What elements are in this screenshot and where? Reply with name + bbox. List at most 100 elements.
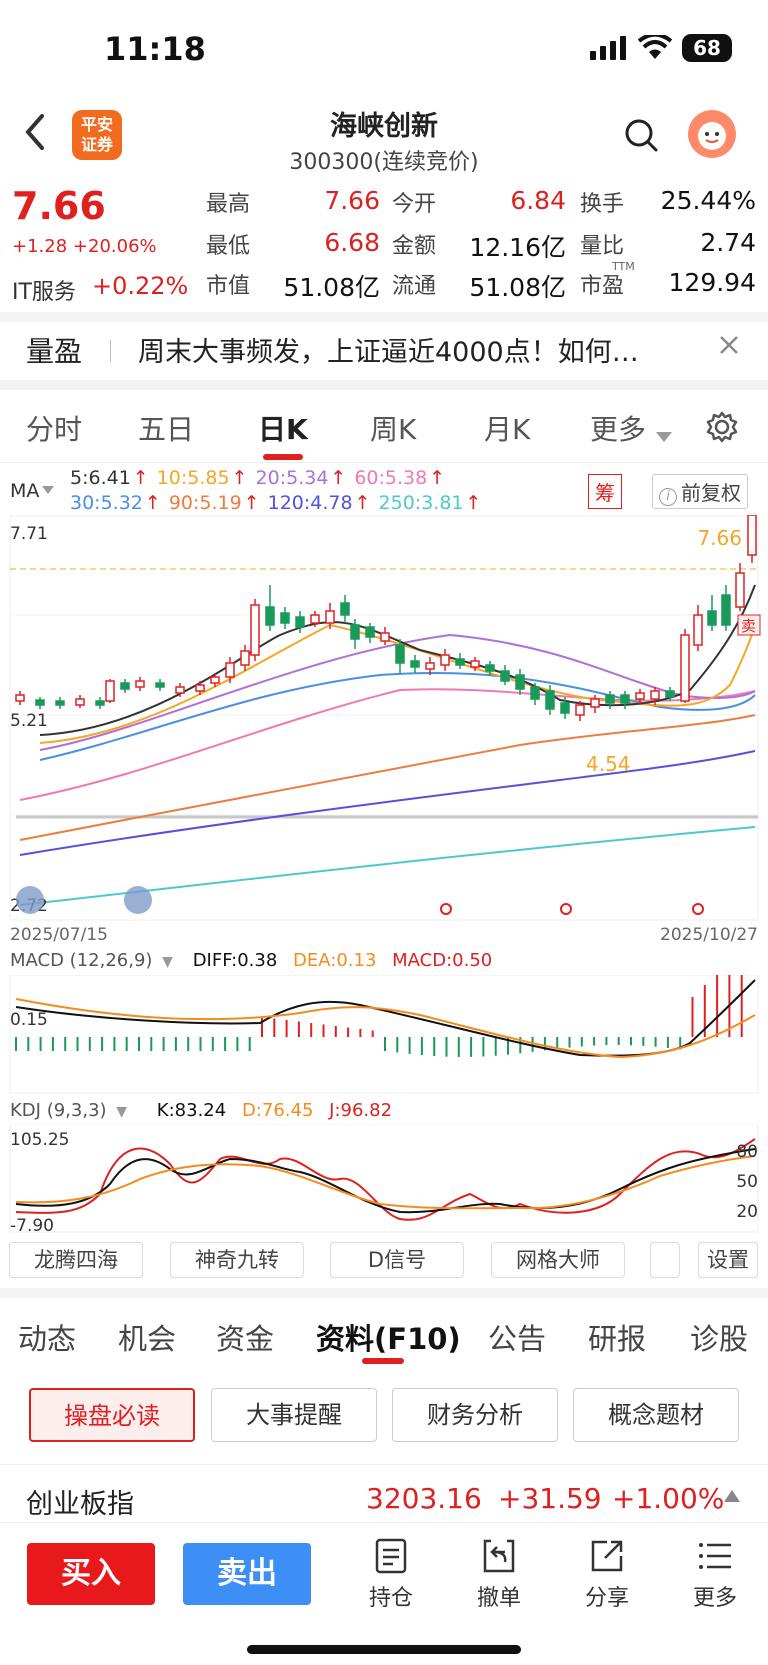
divider <box>0 1522 768 1523</box>
chevron-left-icon <box>25 114 44 150</box>
quote-value: 51.08亿 <box>469 273 566 302</box>
chip-distribution-button[interactable]: 筹 <box>588 474 622 509</box>
candle-body <box>195 684 205 692</box>
indicator-button[interactable]: 网格大师 <box>491 1242 625 1278</box>
kline-chart[interactable]: 7.715.212.722025/07/152025/10/277.664.54… <box>0 515 768 955</box>
candle-body <box>665 690 675 698</box>
share-icon <box>591 1540 623 1572</box>
period-tab[interactable]: 月K <box>484 413 531 446</box>
caret-up-icon[interactable] <box>724 1490 740 1502</box>
share-label: 分享 <box>584 1586 629 1611</box>
kdj-ref-80: 80 <box>736 1142 758 1162</box>
sector-name[interactable]: IT服务 <box>12 280 76 305</box>
period-tab[interactable]: 分时 <box>26 413 83 446</box>
wifi-icon <box>638 35 672 59</box>
f10-sub-button[interactable]: 操盘必读 <box>29 1388 195 1442</box>
signal-marker <box>560 903 572 915</box>
candle-body <box>575 704 585 716</box>
axis-top-label: 7.71 <box>10 524 48 544</box>
period-tab[interactable]: 周K <box>370 413 417 446</box>
candle-body <box>515 674 525 690</box>
f10-tab[interactable]: 研报 <box>588 1322 647 1356</box>
holdings-button[interactable]: 持仓 <box>356 1538 426 1612</box>
macd-chart[interactable]: 0.15 <box>0 975 768 1095</box>
kdj-j: J:96.82 <box>329 1100 393 1121</box>
close-icon <box>720 336 738 354</box>
price-change: +1.28 +20.06% <box>12 236 157 257</box>
more-label: 更多 <box>692 1586 737 1611</box>
adjust-mode-button[interactable]: i 前复权 <box>652 474 748 509</box>
f10-sub-button[interactable]: 概念题材 <box>573 1388 739 1442</box>
macd-value: MACD:0.50 <box>392 950 493 971</box>
divider <box>0 462 768 463</box>
share-button[interactable]: 分享 <box>572 1538 642 1612</box>
macd-axis-label: 0.15 <box>10 1010 48 1030</box>
end-date-label: 2025/10/27 <box>660 925 758 945</box>
ma-value: 5:6.41 ↑ <box>70 467 149 489</box>
period-tab[interactable]: 更多 <box>590 413 647 446</box>
quote-label: 换手 <box>580 192 625 217</box>
arrow-up-icon: ↑ <box>231 467 248 489</box>
f10-sub-button[interactable]: 财务分析 <box>392 1388 558 1442</box>
kdj-ref-50: 50 <box>736 1172 758 1192</box>
candle-body <box>175 686 185 694</box>
f10-tab[interactable]: 诊股 <box>690 1322 749 1356</box>
period-tab[interactable]: 五日 <box>138 413 195 446</box>
candle-body <box>35 699 45 706</box>
f10-sub-button[interactable]: 大事提醒 <box>211 1388 377 1442</box>
indicator-button[interactable]: 神奇九转 <box>170 1242 304 1278</box>
f10-tab[interactable]: 公告 <box>488 1322 547 1356</box>
quote-label: 今开 <box>392 192 437 217</box>
f10-tab[interactable]: 机会 <box>118 1322 177 1356</box>
ma-value: 120:4.78 ↑ <box>267 492 371 514</box>
kdj-caret-icon: ▼ <box>116 1104 128 1120</box>
sell-flag-label: 卖 <box>741 617 756 635</box>
back-button[interactable] <box>22 112 48 162</box>
candle-body <box>295 616 305 628</box>
ma90-line <box>19 714 756 841</box>
cancel-order-button[interactable]: 撤单 <box>464 1538 534 1612</box>
macd-title[interactable]: MACD (12,26,9) <box>10 950 153 971</box>
indicator-button[interactable]: D信号 <box>330 1242 464 1278</box>
candle-body <box>620 694 630 704</box>
f10-tab[interactable]: 资金 <box>216 1322 275 1356</box>
f10-tab[interactable]: 资料(F10) <box>316 1322 461 1356</box>
indicator-button[interactable]: 龙腾四海 <box>9 1242 143 1278</box>
index-name[interactable]: 创业板指 <box>26 1489 134 1520</box>
quote-value: 6.68 <box>324 228 380 257</box>
arrow-up-icon: ↑ <box>144 492 161 514</box>
search-button[interactable] <box>624 118 658 156</box>
axis-mid-label: 5.21 <box>10 711 48 731</box>
candle-body <box>470 660 480 668</box>
indicator-button-partial[interactable] <box>650 1242 680 1278</box>
divider <box>0 1288 768 1298</box>
news-separator <box>110 340 111 362</box>
indicator-button[interactable]: 设置 <box>698 1242 758 1278</box>
kdj-title[interactable]: KDJ (9,3,3) <box>10 1100 107 1121</box>
news-close-button[interactable] <box>718 330 740 363</box>
index-change-percent: +1.00% <box>612 1482 725 1515</box>
more-button[interactable]: 更多 <box>680 1538 750 1612</box>
kdj-chart[interactable]: 105.25 -7.90 80 50 20 <box>0 1124 768 1234</box>
candle-body <box>747 515 757 556</box>
news-headline[interactable]: 周末大事频发，上证逼近4000点！如何… <box>138 337 639 368</box>
quote-value: 129.94 TTM <box>612 260 756 297</box>
buy-button[interactable]: 买入 <box>27 1543 155 1605</box>
sell-button[interactable]: 卖出 <box>183 1543 311 1605</box>
undo-icon <box>483 1539 515 1573</box>
arrow-up-icon: ↑ <box>243 492 260 514</box>
period-tab[interactable]: 日K <box>258 413 308 446</box>
zoom-button <box>124 886 152 914</box>
f10-tab[interactable]: 动态 <box>18 1322 77 1356</box>
candle-body <box>310 614 320 624</box>
ma-values-row1: 5:6.41 ↑ 10:5.85 ↑ 20:5.34 ↑ 60:5.38 ↑ <box>70 467 453 489</box>
quote-label: 金额 <box>392 234 437 259</box>
ma-label[interactable]: MA <box>10 480 40 502</box>
avatar[interactable] <box>688 110 736 158</box>
candle-body <box>155 682 165 688</box>
ma10-line <box>39 623 756 744</box>
chart-settings-button[interactable] <box>706 411 738 447</box>
signal-marker <box>692 903 704 915</box>
kdj-frame <box>9 1124 759 1233</box>
more-periods-caret[interactable] <box>656 427 672 446</box>
